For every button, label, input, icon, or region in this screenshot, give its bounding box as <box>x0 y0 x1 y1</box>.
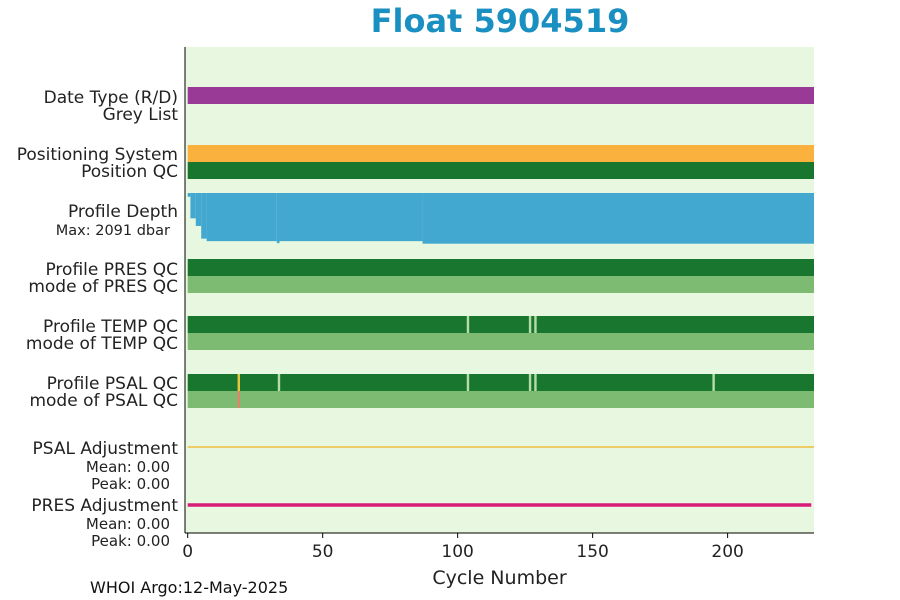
qc-row-profile-psal-qc-label: Profile PSAL QC <box>47 374 178 394</box>
pres-adjustment-peak: Peak: 0.00 <box>91 532 170 550</box>
qc-row-date-type-r-d-bar <box>187 87 814 104</box>
qc-row-mode-of-psal-qc-bar <box>187 391 814 408</box>
chart-title: Float 5904519 <box>370 2 630 40</box>
psal-adjustment-peak: Peak: 0.00 <box>91 475 170 493</box>
x-axis-label: Cycle Number <box>432 567 566 589</box>
qc-row-profile-temp-qc-mark <box>528 316 532 333</box>
profile-depth-bar <box>201 193 207 239</box>
qc-row-profile-psal-qc-mark <box>466 374 470 391</box>
qc-row-profile-psal-qc-mark <box>712 374 715 391</box>
pres-adjustment-mean: Mean: 0.00 <box>86 515 170 533</box>
pres-adjustment-label: PRES Adjustment <box>31 496 178 516</box>
x-tick-label: 150 <box>576 542 608 562</box>
profile-depth-bar <box>190 193 196 219</box>
qc-row-mode-of-pres-qc-label: mode of PRES QC <box>28 277 178 297</box>
psal-adjustment-label: PSAL Adjustment <box>33 439 179 459</box>
qc-row-profile-psal-qc-flag <box>237 374 240 391</box>
x-tick-label: 0 <box>182 542 193 562</box>
qc-row-positioning-system-bar <box>187 145 814 162</box>
qc-row-profile-psal-qc-mark <box>277 374 281 391</box>
qc-row-profile-temp-qc-label: Profile TEMP QC <box>43 317 178 337</box>
profile-depth-bar <box>276 193 280 244</box>
qc-row-grey-list-label: Grey List <box>103 105 179 125</box>
qc-row-mode-of-psal-qc-flag <box>237 391 240 408</box>
footer-credit: WHOI Argo:12-May-2025 <box>90 578 289 597</box>
profile-depth-bar <box>195 193 202 226</box>
qc-row-mode-of-psal-qc-label: mode of PSAL QC <box>29 391 178 411</box>
x-tick-label: 200 <box>711 542 743 562</box>
qc-row-profile-psal-qc-mark <box>528 374 532 391</box>
profile-depth-label: Profile Depth <box>68 202 178 222</box>
profile-depth-bar <box>279 193 423 242</box>
qc-row-mode-of-temp-qc-label: mode of TEMP QC <box>26 334 178 354</box>
qc-row-mode-of-temp-qc-bar <box>187 333 814 350</box>
qc-row-profile-temp-qc-mark <box>534 316 537 333</box>
qc-row-profile-psal-qc-mark <box>534 374 537 391</box>
qc-row-mode-of-pres-qc-bar <box>187 276 814 293</box>
qc-row-profile-temp-qc-mark <box>466 316 470 333</box>
qc-row-profile-psal-qc-bar <box>187 374 814 391</box>
x-tick-label: 100 <box>441 542 473 562</box>
profile-depth-max-label: Max: 2091 dbar <box>56 223 170 239</box>
qc-row-profile-pres-qc-bar <box>187 259 814 276</box>
x-tick-label: 50 <box>312 542 334 562</box>
profile-depth-bar <box>187 193 191 197</box>
qc-row-position-qc-bar <box>187 162 814 179</box>
profile-depth-bar <box>206 193 277 242</box>
qc-row-profile-temp-qc-bar <box>187 316 814 333</box>
profile-depth-bar <box>422 193 814 244</box>
qc-row-date-type-r-d-label: Date Type (R/D) <box>44 88 178 108</box>
qc-row-profile-pres-qc-label: Profile PRES QC <box>45 260 178 280</box>
psal-adjustment-mean: Mean: 0.00 <box>86 458 170 476</box>
qc-row-position-qc-label: Position QC <box>81 162 178 182</box>
qc-row-positioning-system-label: Positioning System <box>17 145 178 165</box>
